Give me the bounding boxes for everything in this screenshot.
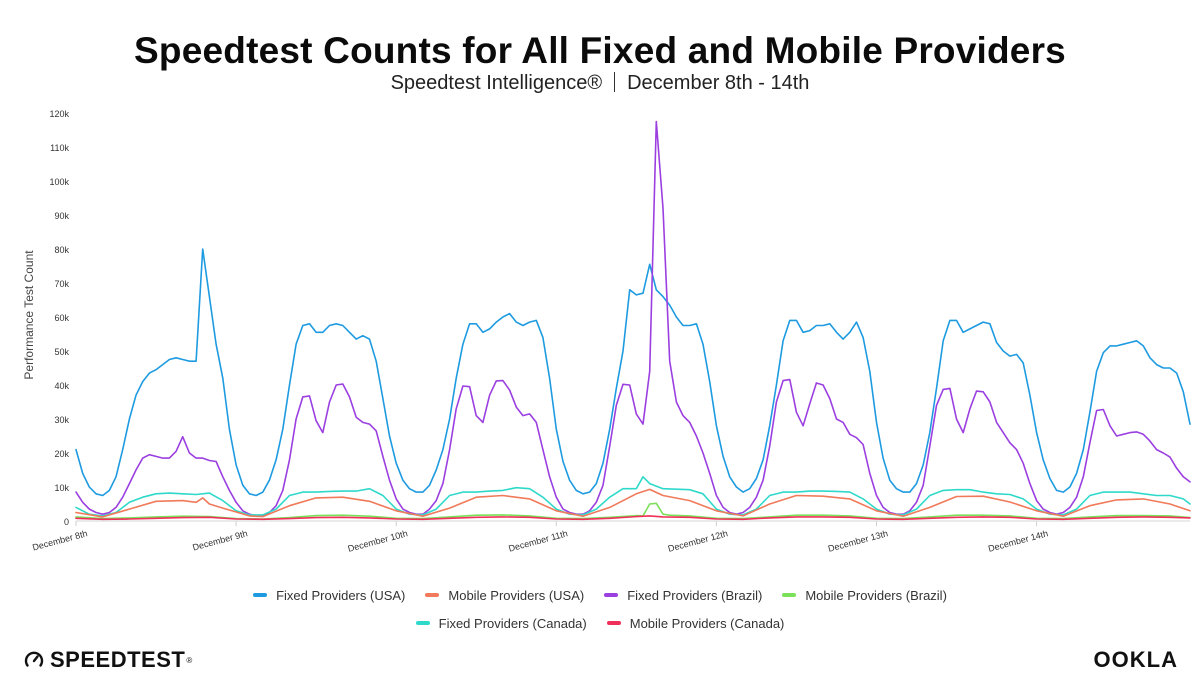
series-line-0 bbox=[75, 248, 1191, 497]
legend-row-2: Fixed Providers (Canada) Mobile Providers… bbox=[0, 613, 1200, 631]
legend-swatch bbox=[604, 593, 619, 597]
legend: Fixed Providers (USA) Mobile Providers (U… bbox=[0, 585, 1200, 603]
legend-label: Mobile Providers (Brazil) bbox=[805, 587, 947, 603]
x-tick-label: December 10th bbox=[347, 528, 409, 554]
x-tick-label: December 14th bbox=[987, 528, 1049, 554]
y-tick-label: 70k bbox=[54, 279, 69, 289]
legend-label: Mobile Providers (USA) bbox=[448, 587, 585, 603]
y-tick-label: 40k bbox=[54, 381, 69, 391]
y-tick-label: 30k bbox=[54, 415, 69, 425]
series-line-4 bbox=[75, 476, 1191, 517]
y-tick-label: 120k bbox=[49, 109, 69, 119]
y-axis: 0 10k 20k 30k 40k 50k 60k 70k 80k 90k 100k 110k 120k bbox=[49, 109, 69, 527]
y-tick-label: 80k bbox=[54, 245, 69, 255]
legend-item[interactable]: Fixed Providers (Brazil) bbox=[604, 588, 762, 603]
y-tick-label: 10k bbox=[54, 483, 69, 493]
x-tick-label: December 13th bbox=[827, 528, 889, 554]
subtitle-date-range: December 8th - 14th bbox=[627, 72, 810, 94]
y-tick-label: 90k bbox=[54, 211, 69, 221]
y-tick-label: 60k bbox=[54, 313, 69, 323]
legend-label: Fixed Providers (Brazil) bbox=[627, 587, 763, 603]
registered-mark: ® bbox=[186, 655, 193, 665]
y-tick-label: 100k bbox=[49, 177, 69, 187]
x-axis: December 8th December 9th December 10th Dec… bbox=[31, 521, 1049, 554]
x-tick-label: December 11th bbox=[507, 528, 568, 553]
y-tick-label: 50k bbox=[54, 347, 69, 357]
speedtest-logo: SPEEDTEST ® bbox=[24, 646, 193, 674]
legend-item[interactable]: Fixed Providers (Canada) bbox=[415, 615, 587, 631]
legend-swatch bbox=[425, 593, 440, 597]
legend-item[interactable]: Mobile Providers (Brazil) bbox=[782, 588, 947, 603]
ookla-logo: OOKLA bbox=[1094, 646, 1178, 674]
legend-swatch bbox=[606, 621, 621, 625]
x-tick-label: December 12th bbox=[667, 528, 729, 554]
legend-swatch bbox=[782, 593, 797, 597]
y-axis-label: Performance Test Count bbox=[22, 250, 36, 380]
legend-label: Fixed Providers (Canada) bbox=[438, 615, 587, 631]
y-tick-label: 110k bbox=[50, 143, 69, 153]
subtitle-separator bbox=[614, 72, 616, 92]
subtitle-source: Speedtest Intelligence® bbox=[390, 72, 603, 94]
y-tick-label: 20k bbox=[54, 449, 69, 459]
series-layer bbox=[75, 120, 1191, 521]
legend-item[interactable]: Mobile Providers (Canada) bbox=[606, 615, 785, 631]
ookla-wordmark: OOKLA bbox=[1093, 647, 1178, 672]
y-tick-label: 0 bbox=[64, 517, 69, 527]
x-tick-label: December 9th bbox=[191, 528, 248, 552]
speedtest-wordmark: SPEEDTEST bbox=[50, 647, 186, 672]
series-line-5 bbox=[75, 515, 1191, 521]
chart-title: Speedtest Counts for All Fixed and Mobil… bbox=[134, 30, 1066, 71]
legend-label: Fixed Providers (USA) bbox=[276, 587, 406, 603]
series-line-1 bbox=[75, 488, 1191, 518]
legend-swatch bbox=[253, 593, 268, 597]
chart-subtitle: Speedtest Intelligence® December 8th - 14… bbox=[0, 72, 1200, 95]
series-line-2 bbox=[75, 120, 1191, 517]
legend-label: Mobile Providers (Canada) bbox=[629, 615, 785, 631]
x-tick-label: December 8th bbox=[31, 528, 88, 552]
speedometer-icon bbox=[24, 651, 44, 667]
legend-item[interactable]: Fixed Providers (USA) bbox=[253, 588, 405, 603]
legend-item[interactable]: Mobile Providers (USA) bbox=[425, 588, 584, 603]
legend-swatch bbox=[415, 621, 430, 625]
